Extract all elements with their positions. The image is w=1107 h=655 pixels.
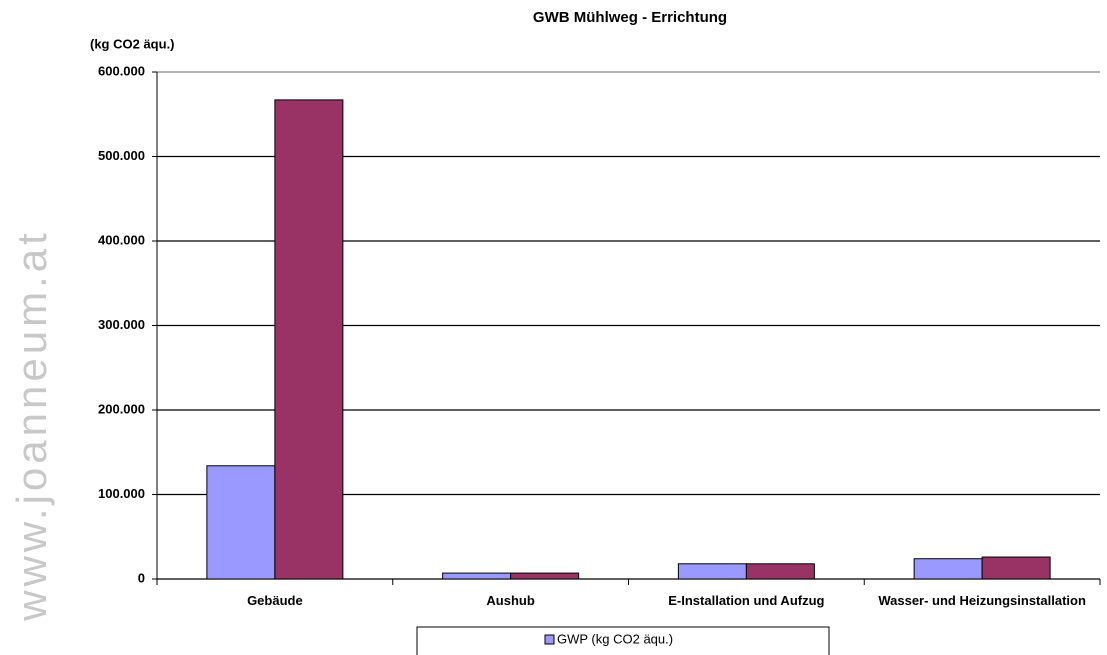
y-tick-label: 300.000 [98, 317, 145, 332]
legend-box [416, 626, 830, 655]
x-tick-label: Aushub [486, 593, 535, 608]
bar [981, 556, 1051, 580]
bar [206, 465, 276, 580]
bar [274, 99, 344, 580]
bar [442, 572, 512, 580]
bar [677, 563, 747, 580]
y-axis-label: (kg CO2 äqu.) [90, 36, 175, 51]
legend-swatch [544, 634, 555, 645]
watermark: www.joanneum.at [8, 229, 55, 622]
x-tick-label: E-Installation und Aufzug [668, 593, 825, 608]
bar [745, 563, 815, 580]
y-tick-label: 600.000 [98, 63, 145, 78]
x-tick-label: Wasser- und Heizungsinstallation [878, 593, 1086, 608]
y-tick-label: 500.000 [98, 148, 145, 163]
chart-title: GWB Mühlweg - Errichtung [533, 9, 727, 26]
y-tick-label: 400.000 [98, 232, 145, 247]
bar [510, 572, 580, 580]
x-tick-label: Gebäude [247, 593, 303, 608]
bar [913, 558, 983, 580]
legend-label: GWP (kg CO2 äqu.) [557, 631, 673, 646]
y-tick-label: 0 [138, 570, 145, 585]
y-tick-label: 100.000 [98, 486, 145, 501]
y-tick-label: 200.000 [98, 401, 145, 416]
